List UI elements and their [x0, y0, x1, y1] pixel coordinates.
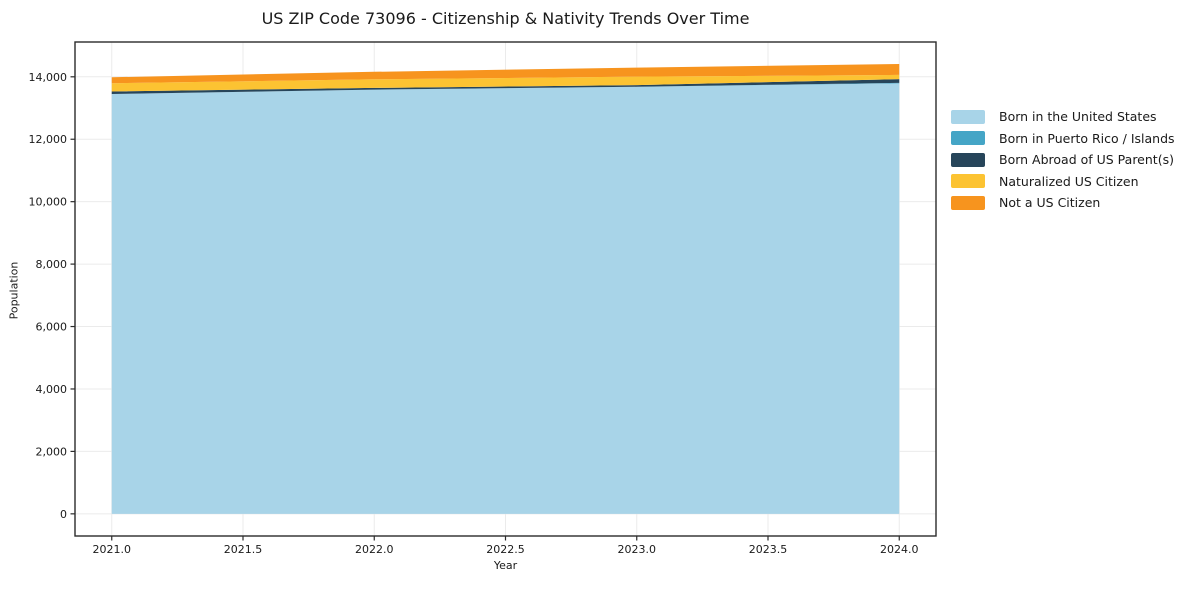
x-tick-label: 2021.5	[224, 543, 263, 556]
y-axis-label: Population	[7, 261, 21, 320]
x-tick-label: 2023.5	[749, 543, 788, 556]
legend-item: Not a US Citizen	[951, 192, 1175, 214]
area-series	[111, 79, 900, 94]
legend-swatch	[951, 174, 985, 189]
legend: Born in the United States Born in Puerto …	[951, 106, 1175, 214]
x-axis-label: Year	[493, 559, 518, 572]
x-tick-label: 2022.0	[355, 543, 394, 556]
x-tick-label: 2024.0	[880, 543, 919, 556]
legend-swatch	[951, 195, 985, 210]
y-tick-label: 0	[60, 508, 67, 521]
y-tick-label: 8,000	[36, 258, 68, 271]
x-tick-label: 2022.5	[486, 543, 525, 556]
x-tick-label: 2023.0	[618, 543, 657, 556]
legend-item: Born Abroad of US Parent(s)	[951, 149, 1175, 171]
x-tick-label: 2021.0	[93, 543, 132, 556]
legend-swatch	[951, 109, 985, 124]
area-series	[111, 64, 900, 84]
y-tick-label: 10,000	[29, 196, 68, 209]
legend-swatch	[951, 152, 985, 167]
legend-label: Born Abroad of US Parent(s)	[999, 152, 1174, 168]
legend-item: Born in the United States	[951, 106, 1175, 128]
legend-item: Naturalized US Citizen	[951, 171, 1175, 193]
legend-label: Naturalized US Citizen	[999, 173, 1139, 189]
legend-label: Not a US Citizen	[999, 195, 1101, 211]
y-tick-label: 2,000	[36, 445, 68, 458]
y-tick-label: 4,000	[36, 383, 68, 396]
legend-label: Born in Puerto Rico / Islands	[999, 130, 1175, 146]
y-tick-label: 12,000	[29, 133, 68, 146]
area-series	[111, 74, 900, 92]
legend-label: Born in the United States	[999, 109, 1157, 125]
legend-swatch	[951, 131, 985, 146]
area-series	[111, 83, 900, 514]
y-tick-label: 6,000	[36, 321, 68, 334]
chart-title: US ZIP Code 73096 - Citizenship & Nativi…	[261, 9, 750, 28]
y-tick-label: 14,000	[29, 71, 68, 84]
legend-item: Born in Puerto Rico / Islands	[951, 128, 1175, 150]
